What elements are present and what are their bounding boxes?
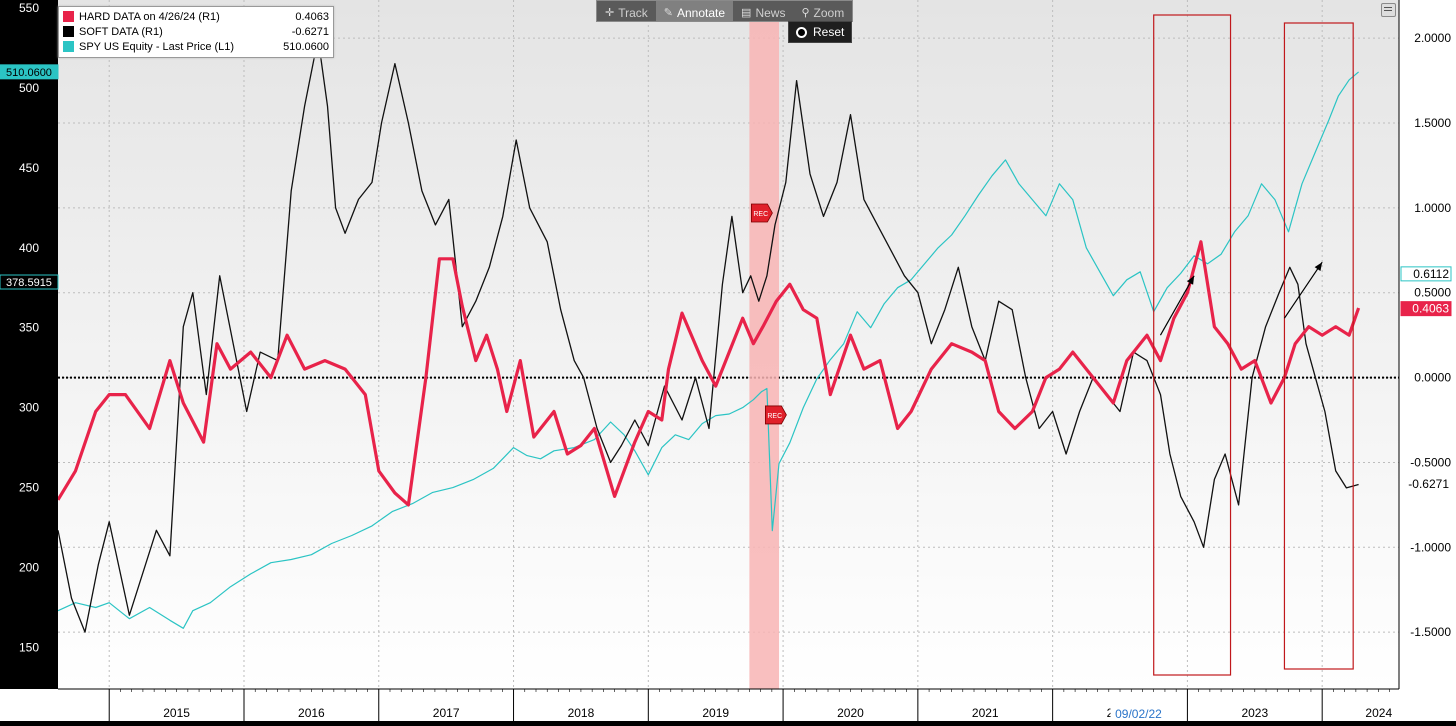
x-axis-year-label: 2021: [972, 706, 999, 720]
highlight-box: [1153, 14, 1232, 676]
bottom-axis-panel: [0, 689, 1456, 721]
legend-value: 510.0600: [283, 40, 329, 53]
recession-marker-label: REC: [753, 211, 768, 218]
annotation-layer: REC REC: [750, 14, 1354, 676]
track-button[interactable]: ✛ Track: [597, 1, 656, 21]
left-value-flag-label: 378.5915: [6, 277, 52, 289]
left-value-flag: [0, 64, 59, 80]
right-value-flag-label: -0.6271: [1408, 477, 1449, 491]
chart-menu-icon[interactable]: [1381, 3, 1396, 17]
recession-marker: REC: [750, 203, 773, 223]
right-value-flag: [1400, 476, 1452, 492]
pencil-icon: ✎: [663, 7, 673, 19]
news-label: News: [755, 5, 786, 20]
right-axis-tick-label: 1.0000: [1414, 201, 1451, 215]
left-value-flag-label: 510.0600: [6, 67, 52, 79]
recession-marker-shape: [750, 203, 773, 223]
recession-marker-shape: [764, 405, 787, 425]
chart-toolbar: ✛ Track ✎ Annotate ▤ News ⚲ Zoom: [596, 0, 854, 22]
right-axis-tick-label: 0.5000: [1414, 286, 1451, 300]
series-line-spy: [57, 71, 1359, 629]
series-line-soft-data: [57, 37, 1359, 633]
recession-marker-label: REC: [767, 413, 782, 420]
x-axis-date-flag-label: 09/02/22: [1115, 707, 1162, 721]
trend-arrow: [1159, 275, 1195, 336]
reset-icon: [796, 26, 807, 38]
right-axis-panel: [1399, 0, 1456, 721]
magnifier-icon: ⚲: [801, 7, 810, 19]
left-value-flag: [0, 274, 59, 290]
left-axis-tick-label: 350: [19, 321, 39, 335]
x-axis-year-label: 2020: [837, 706, 864, 720]
left-axis-tick-label: 450: [19, 161, 39, 175]
recession-marker: REC: [764, 405, 787, 425]
left-axis-tick-label: 400: [19, 241, 39, 255]
right-axis-tick-label: 2.0000: [1414, 31, 1451, 45]
x-axis-year-label: 2018: [568, 706, 595, 720]
right-axis-tick-label: -1.0000: [1410, 540, 1451, 554]
legend-label: HARD DATA on 4/26/24 (R1): [79, 10, 220, 23]
series-layer: [56, 37, 1361, 633]
legend-label: SPY US Equity - Last Price (L1): [79, 40, 235, 53]
x-axis-year-label: 2023: [1241, 706, 1268, 720]
zoom-label: Zoom: [813, 5, 845, 20]
right-value-flag-label: 0.4063: [1412, 302, 1449, 316]
highlight-box: [1283, 22, 1354, 670]
right-value-flag-label: 0.6112: [1413, 267, 1449, 281]
x-axis-year-label: 2017: [433, 706, 460, 720]
legend-swatch: [63, 11, 74, 22]
x-axis-date-flag: [1110, 705, 1167, 721]
legend-item-spy: SPY US Equity - Last Price (L1) 510.0600: [63, 39, 329, 54]
legend-value: 0.4063: [295, 10, 329, 23]
left-axis-tick-label: 550: [19, 1, 39, 15]
right-axis-tick-label: 0.0000: [1414, 371, 1451, 385]
plot-area: [58, 0, 1399, 689]
legend-label: SOFT DATA (R1): [79, 25, 163, 38]
news-button[interactable]: ▤ News: [733, 1, 793, 21]
x-axis-year-label: 2024: [1365, 706, 1392, 720]
x-axis-year-label: 2016: [298, 706, 325, 720]
series-line-hard-data: [56, 240, 1361, 507]
left-axis-tick-label: 200: [19, 561, 39, 575]
reset-label: Reset: [813, 25, 845, 39]
right-value-flag: [1400, 301, 1452, 317]
legend-value: -0.6271: [291, 25, 329, 38]
annotate-label: Annotate: [677, 5, 726, 20]
left-axis-tick-label: 300: [19, 401, 39, 415]
chart-legend: HARD DATA on 4/26/24 (R1) 0.4063 SOFT DA…: [58, 6, 334, 58]
left-axis-tick-label: 150: [19, 640, 39, 654]
news-icon: ▤: [741, 7, 752, 19]
legend-swatch: [63, 41, 74, 52]
trend-arrowhead: [1314, 262, 1323, 272]
reset-button[interactable]: Reset: [788, 21, 853, 43]
legend-swatch: [63, 26, 74, 37]
x-axis-year-label: 2015: [163, 706, 190, 720]
right-axis-tick-label: 1.5000: [1414, 116, 1451, 130]
zoom-button[interactable]: ⚲ Zoom: [793, 1, 852, 21]
left-axis-tick-label: 250: [19, 481, 39, 495]
legend-item-hard-data: HARD DATA on 4/26/24 (R1) 0.4063: [63, 9, 329, 24]
trend-arrowhead: [1187, 275, 1195, 285]
right-value-flag: [1400, 266, 1452, 282]
left-axis-tick-label: 500: [19, 81, 39, 95]
legend-item-soft-data: SOFT DATA (R1) -0.6271: [63, 24, 329, 39]
right-axis-tick-label: -0.5000: [1410, 455, 1451, 469]
right-axis-tick-label: -1.5000: [1410, 625, 1451, 639]
annotate-button[interactable]: ✎ Annotate: [655, 1, 734, 21]
trend-arrow: [1283, 261, 1323, 319]
left-axis-panel: [0, 0, 58, 721]
track-label: Track: [618, 5, 648, 20]
crosshair-icon: ✛: [605, 7, 615, 19]
gridlines: [58, 0, 1399, 689]
x-axis-year-label: 2019: [702, 706, 729, 720]
